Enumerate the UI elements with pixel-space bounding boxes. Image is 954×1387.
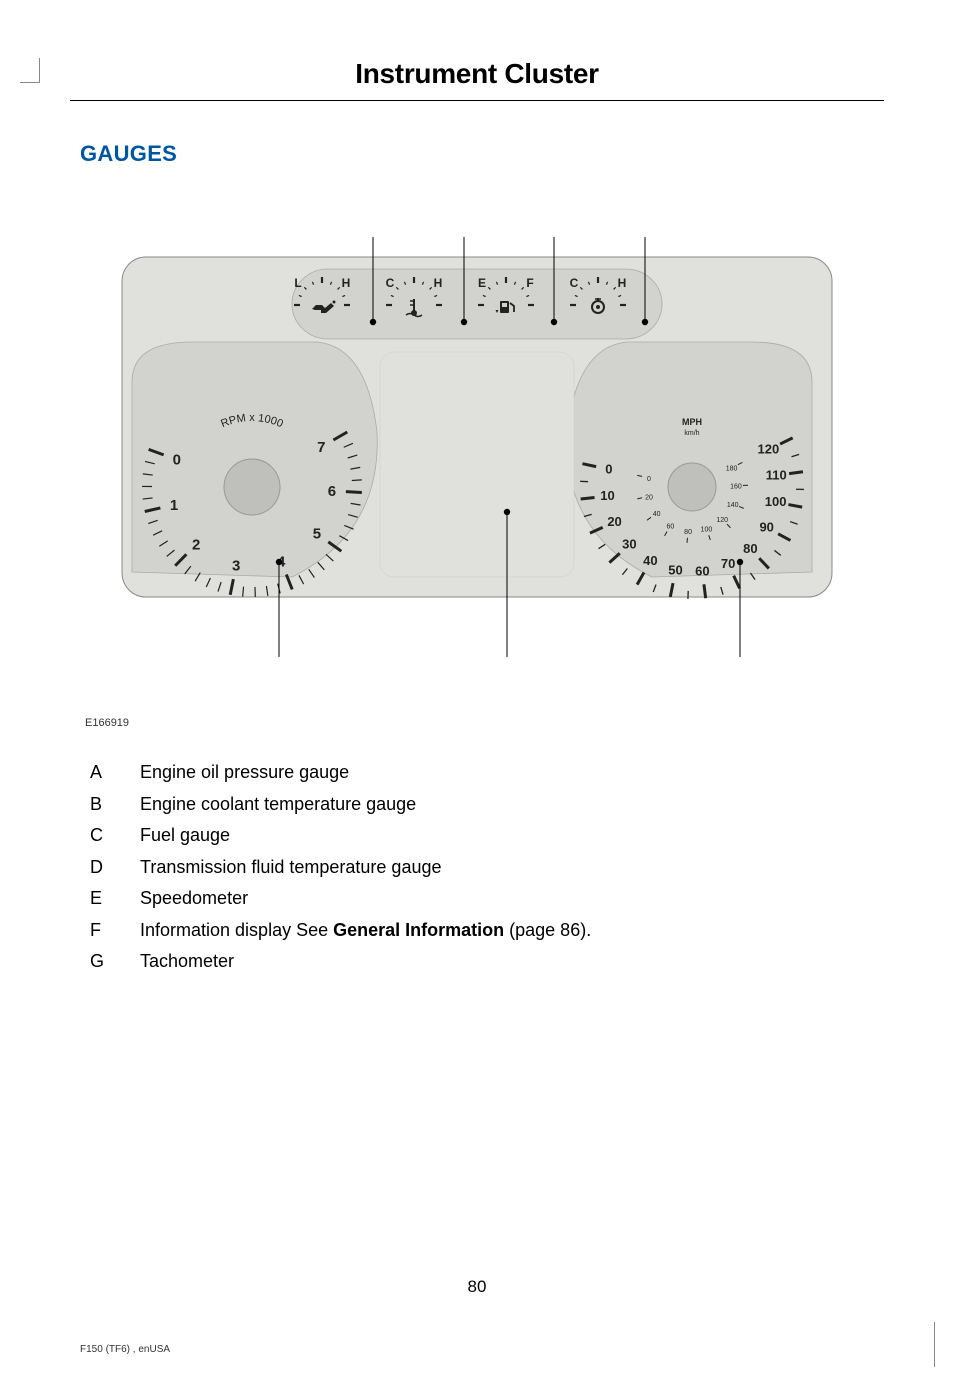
legend-text: Tachometer xyxy=(140,946,234,978)
legend-text: Speedometer xyxy=(140,883,248,915)
svg-text:MPH: MPH xyxy=(682,417,702,427)
legend-letter: G xyxy=(90,946,140,978)
legend-row: BEngine coolant temperature gauge xyxy=(90,789,954,821)
gauge-legend: AEngine oil pressure gaugeBEngine coolan… xyxy=(90,757,954,978)
page-title: Instrument Cluster xyxy=(0,58,954,100)
legend-text: Engine oil pressure gauge xyxy=(140,757,349,789)
legend-row: AEngine oil pressure gauge xyxy=(90,757,954,789)
svg-text:3: 3 xyxy=(232,557,240,574)
legend-row: DTransmission fluid temperature gauge xyxy=(90,852,954,884)
legend-letter: F xyxy=(90,915,140,947)
svg-text:1: 1 xyxy=(170,497,178,514)
svg-text:50: 50 xyxy=(668,562,682,577)
footer-note: F150 (TF6) , enUSA xyxy=(80,1344,170,1355)
figure-id: E166919 xyxy=(85,717,954,729)
legend-text: Fuel gauge xyxy=(140,820,230,852)
svg-text:H: H xyxy=(434,276,443,290)
svg-text:60: 60 xyxy=(695,563,709,578)
legend-row: GTachometer xyxy=(90,946,954,978)
svg-text:80: 80 xyxy=(684,529,692,536)
legend-text: Transmission fluid temperature gauge xyxy=(140,852,441,884)
svg-text:2: 2 xyxy=(192,536,200,553)
legend-text: Engine coolant temperature gauge xyxy=(140,789,416,821)
svg-text:0: 0 xyxy=(173,452,181,469)
svg-text:70: 70 xyxy=(721,556,735,571)
svg-text:60: 60 xyxy=(667,523,675,530)
svg-text:H: H xyxy=(342,276,351,290)
svg-text:100: 100 xyxy=(765,494,787,509)
legend-letter: A xyxy=(90,757,140,789)
svg-text:20: 20 xyxy=(645,494,653,501)
svg-text:30: 30 xyxy=(622,536,636,551)
svg-text:160: 160 xyxy=(730,484,742,491)
legend-letter: C xyxy=(90,820,140,852)
crop-mark xyxy=(20,58,40,83)
section-heading: GAUGES xyxy=(80,141,954,167)
svg-text:80: 80 xyxy=(743,541,757,556)
svg-text:km/h: km/h xyxy=(684,430,699,437)
svg-text:0: 0 xyxy=(647,476,651,483)
legend-text: Information display See General Informat… xyxy=(140,915,591,947)
svg-text:40: 40 xyxy=(643,553,657,568)
legend-row: FInformation display See General Informa… xyxy=(90,915,954,947)
legend-letter: D xyxy=(90,852,140,884)
svg-text:0: 0 xyxy=(605,461,612,476)
svg-text:120: 120 xyxy=(716,517,728,524)
svg-text:F: F xyxy=(526,276,533,290)
page-number: 80 xyxy=(0,1277,954,1297)
svg-text:10: 10 xyxy=(600,488,614,503)
svg-text:5: 5 xyxy=(313,526,321,543)
svg-text:40: 40 xyxy=(653,511,661,518)
svg-text:C: C xyxy=(386,276,395,290)
title-rule xyxy=(70,100,884,101)
svg-text:L: L xyxy=(294,276,301,290)
svg-text:E: E xyxy=(478,276,486,290)
svg-text:20: 20 xyxy=(607,514,621,529)
legend-row: CFuel gauge xyxy=(90,820,954,852)
svg-text:C: C xyxy=(570,276,579,290)
svg-text:7: 7 xyxy=(317,439,325,456)
svg-text:H: H xyxy=(618,276,627,290)
svg-text:90: 90 xyxy=(759,520,773,535)
svg-text:180: 180 xyxy=(726,466,738,473)
svg-text:6: 6 xyxy=(328,483,336,500)
svg-text:110: 110 xyxy=(766,467,787,482)
svg-text:140: 140 xyxy=(727,502,739,509)
svg-text:100: 100 xyxy=(701,527,713,534)
legend-letter: E xyxy=(90,883,140,915)
legend-row: ESpeedometer xyxy=(90,883,954,915)
instrument-cluster-figure: LHCHEFCH01234567RPM x 100001020304050607… xyxy=(92,227,862,667)
svg-text:120: 120 xyxy=(758,442,780,457)
legend-letter: B xyxy=(90,789,140,821)
